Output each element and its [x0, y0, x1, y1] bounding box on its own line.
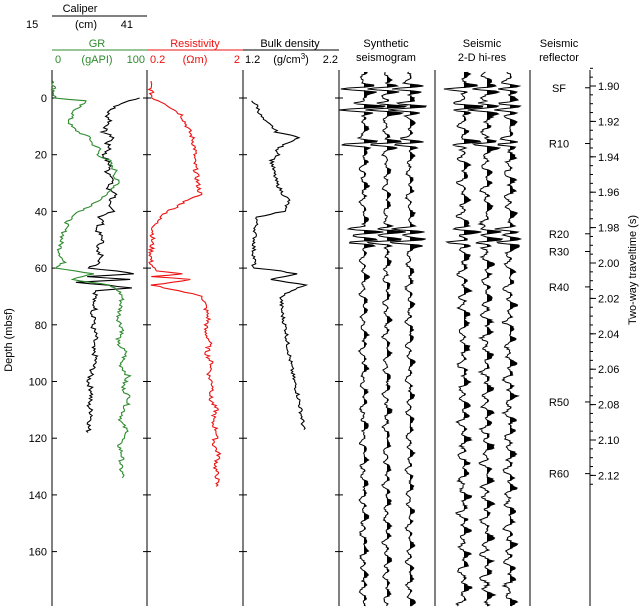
- gr-max-label: 100: [127, 54, 145, 66]
- reflector-label: R50: [549, 397, 569, 409]
- bulk-density-unit-text: (g/cm: [273, 54, 301, 66]
- seismic-trace-fill: [364, 72, 386, 606]
- reflector-title-2: reflector: [539, 52, 579, 64]
- resistivity-unit-label: (Ωm): [183, 54, 208, 66]
- seismic-trace-fill: [487, 72, 503, 606]
- reflector-label: SF: [552, 83, 566, 95]
- bulk-density-unit-label: (g/cm3): [273, 52, 309, 66]
- depth-tick-label: 0: [41, 93, 47, 105]
- gr-title: GR: [89, 38, 106, 50]
- seismic-trace-fill: [410, 72, 427, 606]
- depth-tick-label: 100: [29, 377, 47, 389]
- twt-tick-label: 2.00: [598, 258, 619, 270]
- seismic-trace: [365, 71, 408, 607]
- reflector-label: R30: [549, 246, 569, 258]
- reflector-labels: SF R10 R20 R30 R40 R50 R60: [549, 83, 590, 481]
- twt-ticks: 1.90 1.92 1.94 1.96 1.98 2.00 2.02 2.04 2.06 2.08…: [590, 67, 619, 485]
- resistivity-max-label: 2: [234, 54, 240, 66]
- reflector-label: R20: [549, 229, 569, 241]
- seismic-trace-fill: [510, 72, 521, 606]
- twt-tick-label: 2.10: [598, 435, 619, 447]
- depth-ticks: 0 20 40 60 80 100 120 140 160: [29, 93, 343, 559]
- twt-tick-label: 2.02: [598, 293, 619, 305]
- seismic-trace: [443, 71, 484, 607]
- gr-min-label: 0: [55, 54, 61, 66]
- twt-tick-label: 1.96: [598, 187, 619, 199]
- depth-tick-label: 120: [29, 433, 47, 445]
- depth-tick-label: 160: [29, 547, 47, 559]
- resistivity-title: Resistivity: [170, 38, 220, 50]
- depth-tick-label: 140: [29, 490, 47, 502]
- bulk-density-max-label: 2.2: [323, 54, 338, 66]
- depth-tick-label: 80: [35, 320, 47, 332]
- resistivity-min-label: 0.2: [150, 54, 165, 66]
- twt-tick-label: 1.94: [598, 152, 619, 164]
- twt-tick-label: 2.04: [598, 329, 619, 341]
- bulk-density-min-label: 1.2: [245, 54, 260, 66]
- bulk-density-curve: [251, 100, 309, 431]
- gr-curve: [50, 80, 132, 479]
- seismic-title-2: 2-D hi-res: [458, 52, 507, 64]
- bulk-density-title: Bulk density: [260, 38, 320, 50]
- reflector-title-1: Seismic: [540, 38, 579, 50]
- resistivity-curve: [147, 80, 222, 487]
- twt-tick-label: 1.98: [598, 223, 619, 235]
- twt-tick-label: 2.06: [598, 364, 619, 376]
- synthetic-title-2: seismogram: [356, 52, 416, 64]
- reflector-label: R10: [549, 139, 569, 151]
- bulk-density-unit-close: ): [305, 54, 309, 66]
- twt-tick-label: 2.08: [598, 400, 619, 412]
- caliper-curve: [75, 97, 140, 433]
- synthetic-title-1: Synthetic: [363, 38, 409, 50]
- seismic-trace: [388, 71, 428, 607]
- caliper-unit-label: (cm): [75, 19, 97, 31]
- seismic-trace: [494, 72, 523, 607]
- caliper-max-label: 41: [121, 19, 133, 31]
- seismic-trace-fill: [387, 72, 407, 606]
- twt-tick-label: 2.12: [598, 470, 619, 482]
- caliper-title: Caliper: [63, 3, 98, 15]
- seismic-trace: [338, 71, 386, 607]
- twt-tick-label: 1.92: [598, 116, 619, 128]
- depth-tick-label: 60: [35, 263, 47, 275]
- gr-unit-label: (gAPI): [81, 54, 112, 66]
- caliper-min-label: 15: [26, 19, 38, 31]
- log-curves: [50, 80, 309, 487]
- seismic-trace-fill: [464, 72, 483, 606]
- reflector-label: R40: [549, 282, 569, 294]
- twt-tick-label: 1.90: [598, 81, 619, 93]
- bulk-density-unit-sup: 3: [301, 52, 306, 61]
- depth-axis-title: Depth (mbsf): [3, 308, 15, 372]
- depth-tick-label: 40: [35, 206, 47, 218]
- seismic-trace: [467, 71, 504, 607]
- reflector-label: R60: [549, 469, 569, 481]
- wiggle-traces: [338, 71, 523, 607]
- seismic-title-1: Seismic: [463, 38, 502, 50]
- twt-axis-title: Two-way traveltime (s): [627, 215, 639, 325]
- depth-tick-label: 20: [35, 150, 47, 162]
